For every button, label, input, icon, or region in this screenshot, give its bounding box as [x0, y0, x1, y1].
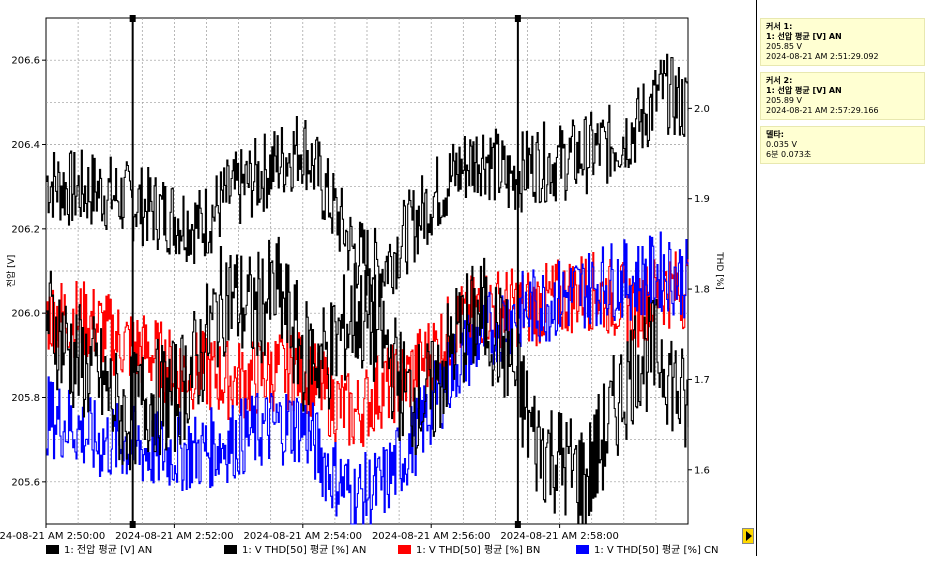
cursor2-value: 205.89 V: [766, 96, 803, 105]
legend-label: 1: V THD[50] 평균 [%] AN: [242, 544, 366, 556]
left-axis-label: 전압 [V]: [5, 255, 17, 288]
delta-value: 0.035 V: [766, 140, 797, 149]
cursor-layer: [129, 15, 521, 528]
cursor-handle-top[interactable]: [129, 15, 136, 22]
legend: 1: 전압 평균 [V] AN 1: V THD[50] 평균 [%] AN 1: …: [46, 543, 719, 556]
right-axis-tick-label: 1.7: [694, 375, 710, 386]
cursor2-info: 커서 2: 1: 선압 평균 [V] AN 205.89 V 2024-08-2…: [760, 72, 925, 120]
right-axis-tick-label: 1.9: [694, 194, 710, 205]
cursor-handle-bottom[interactable]: [129, 521, 136, 528]
series-line: [46, 251, 689, 447]
right-axis-tick-label: 2.0: [694, 104, 710, 115]
delta-title: 델타:: [766, 130, 784, 139]
x-axis-tick-label: 2024-08-21 AM 2:56:00: [372, 531, 491, 542]
legend-swatch: [576, 545, 589, 554]
panel-toggle-arrow-icon[interactable]: [742, 528, 754, 544]
legend-label: 1: V THD[50] 평균 [%] CN: [594, 544, 719, 556]
series-layer: [46, 53, 689, 525]
delta-info: 델타: 0.035 V 6분 0.073초: [760, 126, 925, 164]
x-axis-tick-label: 2024-08-21 AM 2:50:00: [0, 531, 105, 542]
cursor1-title: 커서 1:: [766, 22, 793, 31]
left-axis-tick-label: 206.6: [11, 56, 40, 67]
series-line: [46, 236, 689, 525]
right-axis-tick-label: 1.6: [694, 465, 710, 476]
legend-swatch: [46, 545, 59, 554]
left-axis-tick-label: 206.2: [11, 224, 40, 235]
series-line: [46, 53, 689, 308]
x-axis-tick-label: 2024-08-21 AM 2:52:00: [115, 531, 234, 542]
cursor-handle-top[interactable]: [514, 15, 521, 22]
legend-label: 1: 전압 평균 [V] AN: [64, 543, 152, 556]
cursor-handle-bottom[interactable]: [514, 521, 521, 528]
legend-swatch: [398, 545, 411, 554]
cursor1-info: 커서 1: 1: 선압 평균 [V] AN 205.85 V 2024-08-2…: [760, 18, 925, 66]
cursor1-series: 1: 선압 평균 [V] AN: [766, 32, 842, 41]
cursor2-time: 2024-08-21 AM 2:57:29.166: [766, 106, 879, 115]
cursor2-series: 1: 선압 평균 [V] AN: [766, 86, 842, 95]
x-axis-tick-label: 2024-08-21 AM 2:58:00: [500, 531, 619, 542]
legend-label: 1: V THD[50] 평균 [%] BN: [416, 544, 540, 556]
side-panel-divider: [756, 0, 757, 556]
x-axis-tick-label: 2024-08-21 AM 2:54:00: [244, 531, 363, 542]
series-line: [46, 231, 689, 525]
right-axis-tick-label: 1.8: [694, 285, 710, 296]
delta-duration: 6분 0.073초: [766, 150, 812, 159]
left-axis-tick-label: 205.8: [11, 393, 40, 404]
cursor1-time: 2024-08-21 AM 2:51:29.092: [766, 52, 879, 61]
cursor1-value: 205.85 V: [766, 42, 803, 51]
left-axis-tick-label: 205.6: [11, 477, 40, 488]
left-axis-tick-label: 206.0: [11, 309, 40, 320]
legend-swatch: [224, 545, 237, 554]
right-axis-label: THD [%]: [714, 251, 724, 290]
left-axis-tick-label: 206.4: [11, 140, 40, 151]
axis-layer: 205.6 205.8 206.0 206.2 206.4 206.6 1.6 1.7 1.8 1…: [0, 56, 710, 542]
cursor2-title: 커서 2:: [766, 76, 793, 85]
